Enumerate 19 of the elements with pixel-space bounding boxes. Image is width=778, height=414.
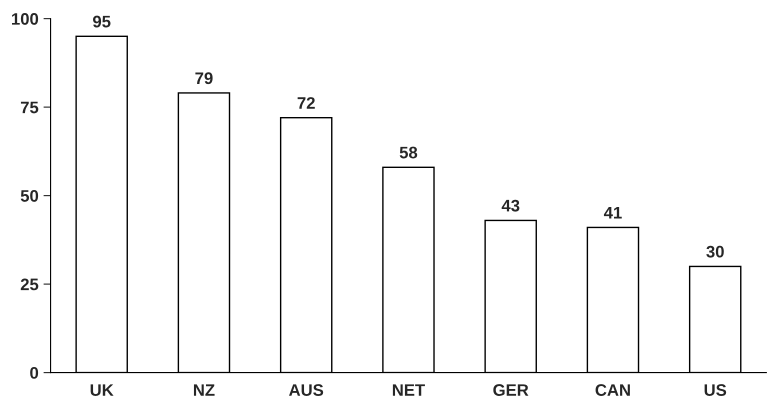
y-tick-label: 50 bbox=[20, 190, 38, 202]
y-tick-label: 100 bbox=[12, 13, 38, 25]
x-tick-label: AUS bbox=[289, 384, 324, 396]
x-tick-label: NET bbox=[392, 384, 425, 396]
data-label: 43 bbox=[502, 200, 520, 212]
data-label: 30 bbox=[706, 246, 724, 258]
x-tick-label: NZ bbox=[194, 384, 215, 396]
y-tick-label: 25 bbox=[20, 278, 38, 290]
x-tick-label: US bbox=[704, 384, 726, 396]
data-label: 95 bbox=[93, 16, 110, 28]
data-label: 58 bbox=[400, 146, 418, 158]
y-tick-label: 75 bbox=[20, 102, 38, 114]
y-tick-label: 0 bbox=[30, 367, 38, 379]
x-tick-label: UK bbox=[90, 384, 114, 396]
x-tick-label: CAN bbox=[596, 384, 630, 396]
data-label: 79 bbox=[195, 72, 213, 84]
x-tick-label: GER bbox=[493, 384, 528, 396]
data-label: 41 bbox=[604, 206, 622, 218]
data-label: 72 bbox=[298, 97, 315, 109]
